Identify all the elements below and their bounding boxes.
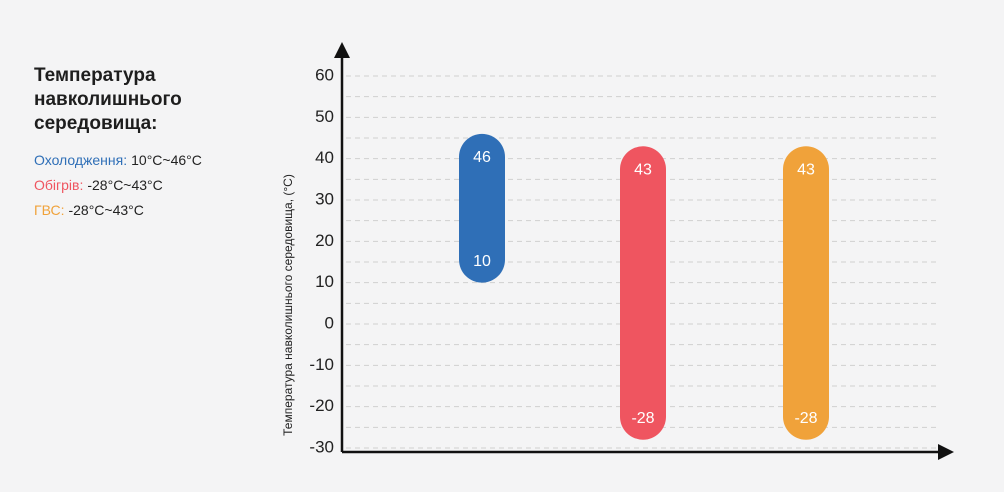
legend-range: -28°C~43°C [87, 177, 163, 193]
data-label: 43 [797, 161, 815, 178]
y-tick-label: -20 [309, 396, 334, 415]
x-axis-arrow [938, 444, 954, 460]
legend-range: 10°C~46°C [131, 152, 202, 168]
range-bar [459, 133, 505, 283]
data-label: 10 [473, 253, 491, 270]
legend: Охолодження: 10°C~46°C Обігрів: -28°C~43°C Г… [34, 148, 202, 223]
y-tick-label: 20 [315, 231, 334, 250]
y-tick-label: -10 [309, 355, 334, 374]
range-bar [620, 146, 666, 440]
legend-entry: Охолодження: 10°C~46°C [34, 148, 202, 173]
y-tick-label: 60 [315, 65, 334, 84]
y-tick-label: -30 [309, 437, 334, 456]
legend-entry: ГВС: -28°C~43°C [34, 198, 202, 223]
y-axis-arrow [334, 42, 350, 58]
chart-title: Температура навколишнього середовища: [34, 65, 182, 134]
legend-name: Охолодження: [34, 152, 128, 168]
data-label: 46 [473, 149, 491, 166]
legend-name: Обігрів: [34, 177, 84, 193]
legend-range: -28°C~43°C [68, 202, 144, 218]
legend-name: ГВС: [34, 202, 65, 218]
y-tick-label: 50 [315, 107, 334, 126]
range-bar [783, 146, 829, 440]
y-tick-label: 40 [315, 148, 334, 167]
y-tick-label: 0 [325, 313, 334, 332]
legend-entry: Обігрів: -28°C~43°C [34, 173, 202, 198]
data-label: -28 [631, 410, 654, 427]
data-label: 43 [634, 161, 652, 178]
y-axis-label: Температура навколишнього середовища, (°… [281, 174, 295, 436]
data-label: -28 [794, 410, 817, 427]
y-tick-label: 10 [315, 272, 334, 291]
y-tick-label: 30 [315, 189, 334, 208]
